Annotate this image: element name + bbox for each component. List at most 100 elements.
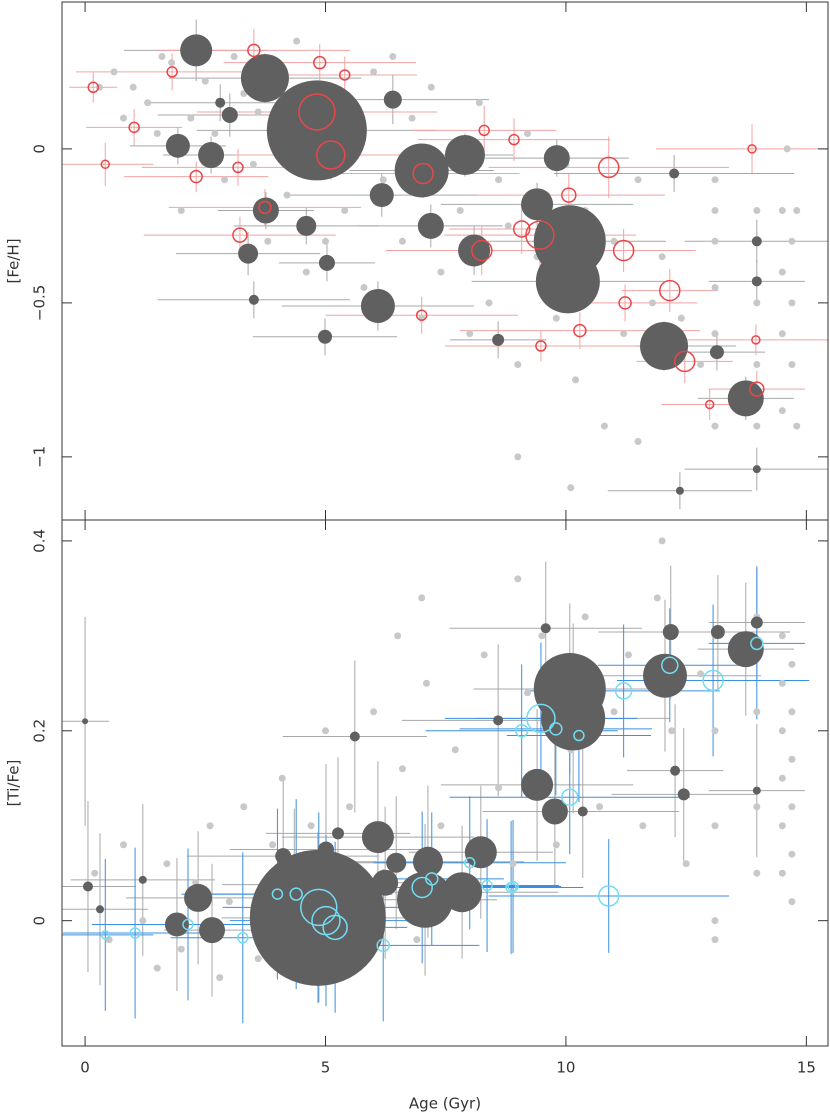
bubble — [505, 881, 517, 894]
bubble — [289, 887, 303, 901]
background-point — [778, 727, 786, 735]
bubble — [417, 212, 444, 239]
background-point — [753, 869, 761, 877]
y-tick-label: −0.5 — [31, 285, 49, 321]
background-point — [711, 283, 719, 291]
background-point — [788, 803, 796, 811]
background-point — [783, 145, 791, 153]
background-point — [788, 237, 796, 245]
bubble — [138, 875, 147, 884]
background-point — [394, 632, 402, 640]
y-tick-label: 0 — [31, 144, 49, 154]
bubble — [249, 849, 386, 986]
background-point — [168, 59, 176, 67]
bubble — [573, 729, 585, 742]
background-point — [211, 130, 219, 138]
bubble — [508, 133, 520, 146]
bubble — [752, 465, 761, 474]
bubble — [199, 917, 226, 944]
bubble — [727, 380, 764, 417]
background-point — [451, 746, 459, 754]
bubble — [669, 168, 680, 179]
bubble — [275, 848, 292, 865]
bubble — [95, 905, 104, 914]
background-point — [158, 53, 166, 61]
background-point — [523, 130, 531, 138]
frame — [61, 519, 829, 1047]
bubble — [541, 686, 606, 751]
bubble — [751, 236, 762, 247]
bubble — [561, 788, 579, 806]
background-point — [624, 651, 632, 659]
background-point — [634, 437, 642, 445]
background-point — [418, 594, 426, 602]
bubble — [318, 254, 335, 271]
background-point — [278, 774, 286, 782]
bubble — [397, 871, 454, 928]
background-point — [120, 841, 128, 849]
background-point — [91, 869, 99, 877]
background-point — [600, 422, 608, 430]
background-point — [408, 114, 416, 122]
x-tick-label: 10 — [556, 1059, 575, 1077]
background-point — [711, 422, 719, 430]
bubble — [100, 159, 111, 170]
bubble — [128, 121, 140, 134]
bubble — [189, 169, 203, 184]
bubble — [411, 876, 433, 899]
background-point — [509, 860, 517, 868]
bubble — [670, 765, 681, 776]
bubble — [360, 288, 395, 323]
bubble — [492, 333, 505, 346]
background-point — [427, 83, 435, 91]
background-point — [538, 632, 546, 640]
background-point — [711, 330, 719, 338]
bubble — [444, 135, 485, 176]
background-point — [753, 803, 761, 811]
background-point — [379, 176, 387, 184]
bubble — [412, 162, 434, 185]
bubble — [549, 722, 563, 736]
bubble — [412, 846, 443, 877]
background-point — [753, 299, 761, 307]
bubble — [180, 34, 213, 67]
background-point — [514, 453, 522, 461]
bubble — [535, 340, 547, 352]
background-point — [322, 237, 330, 245]
y-axis-label: [Fe/H] — [5, 238, 23, 283]
bubble — [164, 912, 189, 937]
background-point — [187, 114, 195, 122]
bubble — [747, 144, 757, 154]
bubble — [640, 321, 689, 370]
bubble — [165, 133, 190, 158]
background-point — [480, 651, 488, 659]
background-point — [788, 660, 796, 668]
bubble — [704, 399, 715, 410]
background-point — [240, 803, 248, 811]
bubble — [232, 161, 244, 174]
bubble — [521, 768, 554, 801]
bubble — [709, 345, 724, 360]
bubble — [659, 279, 681, 302]
y-axis-label: [Ti/Fe] — [5, 760, 23, 807]
background-point — [711, 936, 719, 944]
background-point — [552, 841, 560, 849]
y-tick-label: 0 — [31, 916, 49, 926]
bubble — [369, 183, 394, 208]
background-point — [370, 708, 378, 716]
background-point — [711, 176, 719, 184]
background-point — [360, 283, 368, 291]
bubble — [481, 879, 493, 892]
background-point — [437, 822, 445, 830]
background-point — [658, 537, 666, 545]
plot-area — [62, 19, 828, 510]
background-point — [153, 964, 161, 972]
plot-area — [62, 537, 810, 1024]
background-point — [307, 822, 315, 830]
x-tick-label: 15 — [797, 1059, 816, 1077]
background-point — [110, 68, 118, 76]
bubble — [612, 239, 635, 262]
background-point — [216, 974, 224, 982]
background-point — [778, 774, 786, 782]
